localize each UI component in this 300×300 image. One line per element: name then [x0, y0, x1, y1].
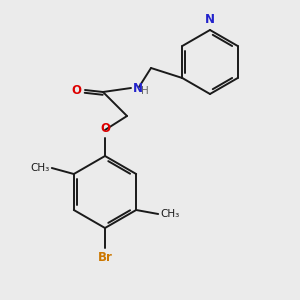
Text: N: N [133, 82, 143, 94]
Text: O: O [100, 122, 110, 135]
Text: CH₃: CH₃ [160, 209, 179, 219]
Text: N: N [205, 13, 215, 26]
Text: O: O [71, 83, 81, 97]
Text: H: H [141, 86, 149, 96]
Text: CH₃: CH₃ [31, 163, 50, 173]
Text: Br: Br [98, 251, 112, 264]
